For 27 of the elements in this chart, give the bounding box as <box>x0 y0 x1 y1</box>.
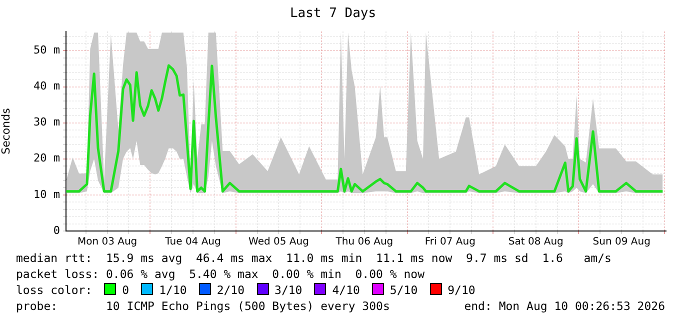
x-tick-label: Wed 05 Aug <box>248 236 309 248</box>
y-tick-label: 50 m <box>34 44 60 57</box>
x-tick-label: Mon 03 Aug <box>77 236 138 248</box>
x-tick-label: Tue 04 Aug <box>164 236 221 248</box>
text: 3/10 <box>274 283 302 297</box>
text: 0 <box>122 283 130 297</box>
text: probe: 10 ICMP Echo Pings (500 Bytes) every 300s <box>16 299 390 313</box>
y-tick-label: 30 m <box>34 116 60 129</box>
y-tick-label: 40 m <box>34 80 60 93</box>
text: 2/10 <box>216 283 245 297</box>
text: packet loss: 0.06 % avg 5.40 % max 0.00 % min 0.00 % now <box>16 267 426 281</box>
y-tick-label: 10 m <box>34 188 60 201</box>
y-axis-title: Seconds <box>0 108 12 154</box>
x-tick-label: Thu 06 Aug <box>334 236 394 248</box>
y-tick-label: 20 m <box>34 152 60 165</box>
text: loss color: <box>16 283 92 297</box>
x-tick-label: Sun 09 Aug <box>592 236 650 248</box>
y-tick-label: 0 <box>53 224 60 237</box>
text: 4/10 <box>332 283 360 297</box>
x-tick-label: Sat 08 Aug <box>508 236 564 248</box>
text: 9/10 <box>448 283 476 297</box>
x-tick-label: Fri 07 Aug <box>424 236 476 248</box>
text: end: Mon Aug 10 00:26:53 2026 <box>464 299 665 313</box>
text: 1/10 <box>159 283 187 297</box>
text: 5/10 <box>390 283 418 297</box>
chart-title: Last 7 Days <box>290 6 376 22</box>
text: median rtt: 15.9 ms avg 46.4 ms max 11.0 ms min 11.1 ms now 9.7 ms sd 1.6 am/s <box>16 251 612 265</box>
